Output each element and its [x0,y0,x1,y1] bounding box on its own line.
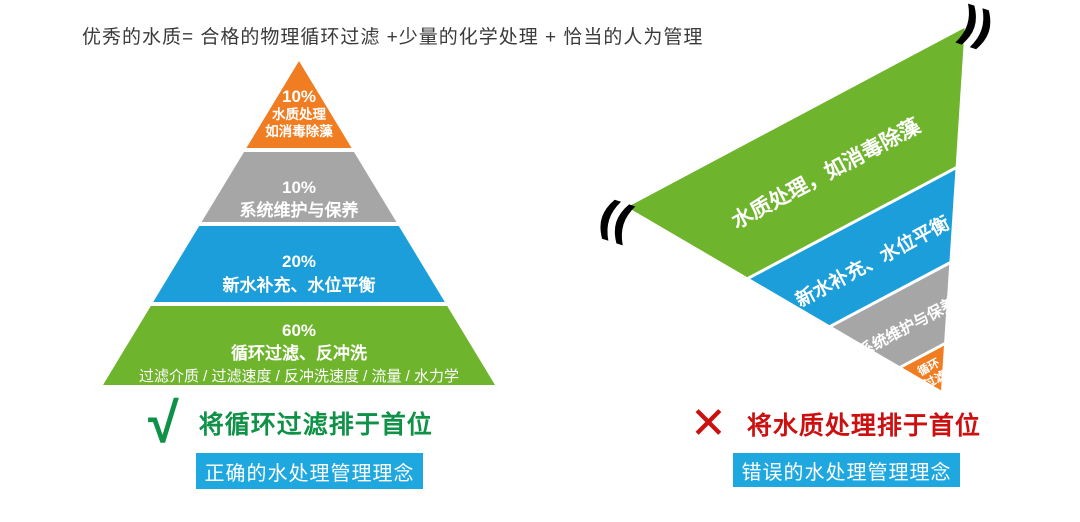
cross-icon: ✕ [690,399,727,448]
verdict-correct-text: 将循环过滤排于首位 [198,411,433,439]
layer-green-percent: 60% [282,321,316,340]
pyramid-layer-orange [246,61,352,148]
caption-correct: 正确的水处理管理理念 [196,453,423,489]
pyramid-layer-blue [153,226,445,302]
inverted-band-orange [902,345,944,391]
inverted-band-blue [750,169,956,326]
layer-green-sublabel: 过滤介质 / 过滤速度 / 反冲洗速度 / 流量 / 水力学 [139,368,459,385]
check-icon: √ [148,391,179,454]
title-text: 优秀的水质= 合格的物理循环过滤 +少量的化学处理 + 恰当的人为管理 [82,27,704,48]
pyramid-layer-green [103,306,495,385]
layer-gray-label: 系统维护与保养 [240,200,360,220]
left-pyramid: 10% 水质处理 如消毒除藻 10% 系统维护与保养 20% 新水补充、水位平衡… [103,61,495,385]
layer-blue-label: 新水补充、水位平衡 [223,275,376,295]
verdict-correct: √ 将循环过滤排于首位 [148,391,433,454]
caption-wrong: 错误的水处理管理理念 [733,453,960,487]
right-rotated-pyramid: 水质处理，如消毒除藻 新水补充、水位平衡 系统维护与保养 循环 过滤 [627,27,965,391]
pyramid-layer-gray [201,152,397,222]
inverted-band-gray [832,264,950,367]
layer-orange-label2: 如消毒除藻 [265,123,333,139]
layer-orange-label: 水质处理 [272,106,326,122]
verdict-wrong: ✕ 将水质处理排于首位 [690,400,981,448]
layer-blue-percent: 20% [282,252,316,271]
layer-gray-percent: 10% [282,178,316,197]
verdict-wrong-text: 将水质处理排于首位 [746,412,981,440]
layer-green-label: 循环过滤、反冲洗 [231,343,367,363]
layer-orange-percent: 10% [282,87,316,106]
inverted-band-green [627,27,965,278]
